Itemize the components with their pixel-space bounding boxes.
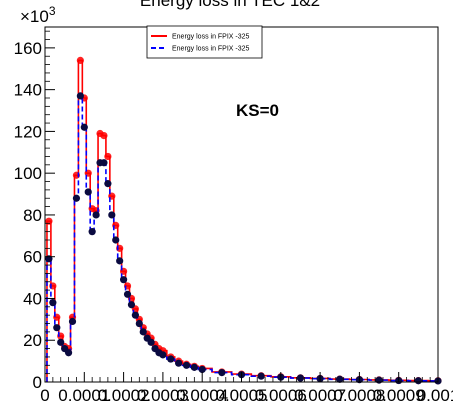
legend-box (146, 25, 263, 59)
series-2-point (104, 180, 112, 188)
series-1-point (100, 131, 108, 140)
series-2-point (131, 311, 139, 319)
x-tick-label: 0.0009 (373, 386, 425, 405)
series-2-point (68, 317, 77, 326)
x-tick-label: 0.0005 (216, 386, 268, 405)
plot-layer (45, 56, 442, 385)
y-tick-label: 80 (23, 206, 42, 225)
y-tick-label: 160 (14, 39, 42, 58)
series-2-point (80, 123, 88, 131)
series-2-point (88, 228, 96, 236)
y-tick-label: 60 (23, 248, 42, 267)
x-tick-label: 0.0007 (294, 386, 346, 405)
series-2-point (190, 363, 198, 371)
x-tick-label: 0.0001 (58, 386, 110, 405)
series-2-point (49, 299, 57, 307)
x-tick-label: 0.0008 (333, 386, 385, 405)
x-tick-label: 0.0004 (176, 386, 228, 405)
series-2-point (147, 338, 155, 346)
series-2-point (108, 211, 116, 219)
series-2-point (127, 301, 136, 309)
series-1-point (76, 56, 84, 65)
series-2-point (76, 92, 84, 100)
x-tick-label: 0.0002 (98, 386, 150, 405)
series-2-point (159, 351, 167, 359)
series-2-point (257, 372, 265, 380)
ks-annotation: KS=0 (236, 101, 279, 120)
x-axis: 0 0.00010.00020.00030.00040.00050.00060.0… (40, 372, 453, 405)
y-tick-label: 100 (14, 164, 42, 183)
series-2-point (218, 369, 226, 377)
series-2-point (53, 324, 61, 332)
series-2-point (120, 276, 128, 284)
series-2-point (112, 236, 120, 244)
series-2-point (57, 338, 65, 346)
series-2-point (135, 319, 143, 328)
series-1-point (104, 152, 112, 161)
series-2-point (198, 365, 206, 374)
y-tick-label: 40 (23, 289, 42, 308)
x-tick-label: 0 (40, 386, 49, 405)
series-2-point (64, 349, 73, 357)
series-2-point (182, 361, 191, 369)
x-tick-label: 0.001 (417, 386, 453, 405)
series-2-point (139, 328, 147, 336)
legend-entry-1: Energy loss in FPIX -325 (172, 34, 250, 41)
series-2-point (296, 374, 305, 382)
series-2-point (336, 375, 344, 383)
y-exponent-sup: 3 (49, 4, 56, 18)
y-tick-label: 140 (14, 81, 42, 100)
y-tick-label: 120 (14, 122, 42, 141)
x-tick-label: 0.0006 (255, 386, 307, 405)
y-tick-label: 20 (23, 331, 42, 350)
series-2-point (175, 359, 183, 367)
series-2-point (84, 188, 92, 196)
series-2-point (167, 355, 175, 363)
y-axis: 0 20 40 60 80 100 120 140 160 (14, 30, 55, 392)
series-2-point (116, 257, 124, 265)
legend-entry-2: Energy loss in FPIX -325 (172, 46, 250, 53)
series-2-point (72, 194, 81, 202)
series-2-point (375, 376, 383, 384)
series-2-point (123, 290, 132, 298)
series-2-point (100, 159, 108, 167)
y-exponent-base: ×10 (20, 7, 49, 26)
legend: Energy loss in FPIX -325 Energy loss in … (146, 25, 263, 59)
chart-title: Energy loss in TEC 1&2 (140, 0, 320, 10)
y-exponent-label: ×103 (20, 4, 56, 26)
series-1-point (45, 217, 53, 225)
y-tick-label: 0 (33, 373, 42, 392)
series-2-point (414, 377, 422, 385)
series-2-point (92, 211, 100, 219)
x-tick-label: 0.0003 (137, 386, 189, 405)
